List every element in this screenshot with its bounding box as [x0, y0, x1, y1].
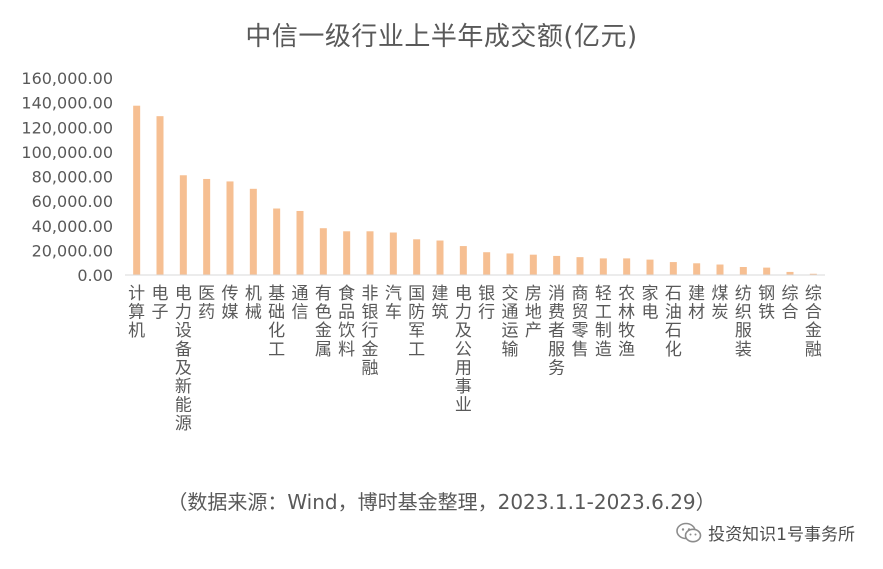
bar	[669, 262, 677, 275]
x-tick-label: 银行	[478, 284, 495, 323]
x-tick-label: 商贸零售	[572, 284, 589, 360]
y-tick-label: 140,000.00	[21, 94, 113, 113]
y-axis-ticks: 0.00 20,000.00 40,000.00 60,000.00 80,000.00…	[21, 69, 113, 285]
x-tick-label: 医药	[198, 284, 215, 323]
bar	[296, 210, 304, 275]
bar	[599, 258, 607, 275]
bar	[646, 259, 654, 275]
x-tick-label: 综合金融	[805, 284, 822, 360]
x-tick-label: 电子	[152, 284, 169, 323]
x-tick-label: 消费者服务	[548, 284, 565, 378]
bar	[319, 228, 327, 275]
bar	[366, 231, 374, 275]
x-tick-label: 建材	[688, 284, 705, 323]
bar	[249, 188, 257, 275]
bar	[623, 258, 631, 275]
bar	[156, 116, 164, 275]
bar	[203, 178, 211, 275]
watermark-text: 投资知识1号事务所	[708, 525, 855, 545]
watermark: 投资知识1号事务所	[676, 520, 855, 545]
x-tick-label: 农林牧渔	[618, 284, 635, 360]
bar	[786, 271, 794, 275]
x-tick-label: 食品饮料	[338, 284, 355, 360]
x-tick-label: 建筑	[432, 284, 449, 323]
bar	[389, 232, 397, 275]
y-tick-label: 100,000.00	[21, 143, 113, 162]
y-tick-label: 120,000.00	[21, 118, 113, 137]
bars-group	[133, 105, 817, 275]
bar	[436, 240, 444, 275]
bar	[739, 267, 747, 275]
y-tick-label: 160,000.00	[21, 69, 113, 88]
x-tick-label: 国防军工	[408, 284, 425, 360]
x-axis-labels: 计算机电子电力设备及新能源医药传媒机械基础化工通信有色金属食品饮料非银行金融汽车…	[128, 284, 822, 434]
y-tick-label: 40,000.00	[32, 217, 113, 236]
x-tick-label: 计算机	[128, 284, 145, 341]
bar	[273, 208, 281, 275]
data-source-note: （数据来源：Wind，博时基金整理，2023.1.1-2023.6.29）	[167, 490, 716, 514]
y-tick-label: 0.00	[77, 266, 113, 285]
bar	[133, 105, 141, 275]
y-tick-label: 20,000.00	[32, 241, 113, 260]
bar	[459, 246, 467, 275]
bar	[179, 175, 187, 275]
bar	[483, 252, 491, 275]
y-tick-label: 60,000.00	[32, 192, 113, 211]
x-tick-label: 通信	[292, 284, 309, 323]
bar	[809, 273, 817, 275]
x-tick-label: 基础化工	[268, 284, 285, 360]
bar	[343, 231, 351, 275]
x-tick-label: 石油石化	[665, 284, 682, 360]
x-tick-label: 电力及公用事业	[455, 284, 472, 416]
bar	[529, 254, 537, 275]
bar	[413, 239, 421, 275]
x-tick-label: 纺织服装	[735, 284, 752, 360]
bar	[226, 181, 234, 275]
x-tick-label: 家电	[642, 284, 659, 323]
x-tick-label: 综合	[782, 284, 799, 323]
x-tick-label: 机械	[245, 284, 262, 323]
x-tick-label: 有色金属	[315, 284, 332, 360]
x-tick-label: 交通运输	[502, 284, 519, 360]
x-tick-label: 房地产	[525, 284, 542, 341]
x-tick-label: 轻工制造	[595, 284, 612, 360]
y-tick-label: 80,000.00	[32, 168, 113, 187]
bar	[553, 255, 561, 275]
wechat-icon	[676, 522, 702, 542]
x-tick-label: 非银行金融	[362, 284, 379, 378]
bar	[506, 253, 514, 275]
x-tick-label: 煤炭	[712, 284, 729, 323]
bar	[763, 267, 771, 275]
bar	[576, 257, 584, 275]
x-tick-label: 汽车	[385, 284, 402, 323]
chart-title: 中信一级行业上半年成交额(亿元)	[245, 22, 638, 52]
bar	[693, 263, 701, 275]
x-tick-label: 传媒	[222, 284, 239, 323]
bar	[716, 264, 724, 275]
x-tick-label: 钢铁	[758, 284, 775, 323]
x-tick-label: 电力设备及新能源	[175, 284, 192, 434]
